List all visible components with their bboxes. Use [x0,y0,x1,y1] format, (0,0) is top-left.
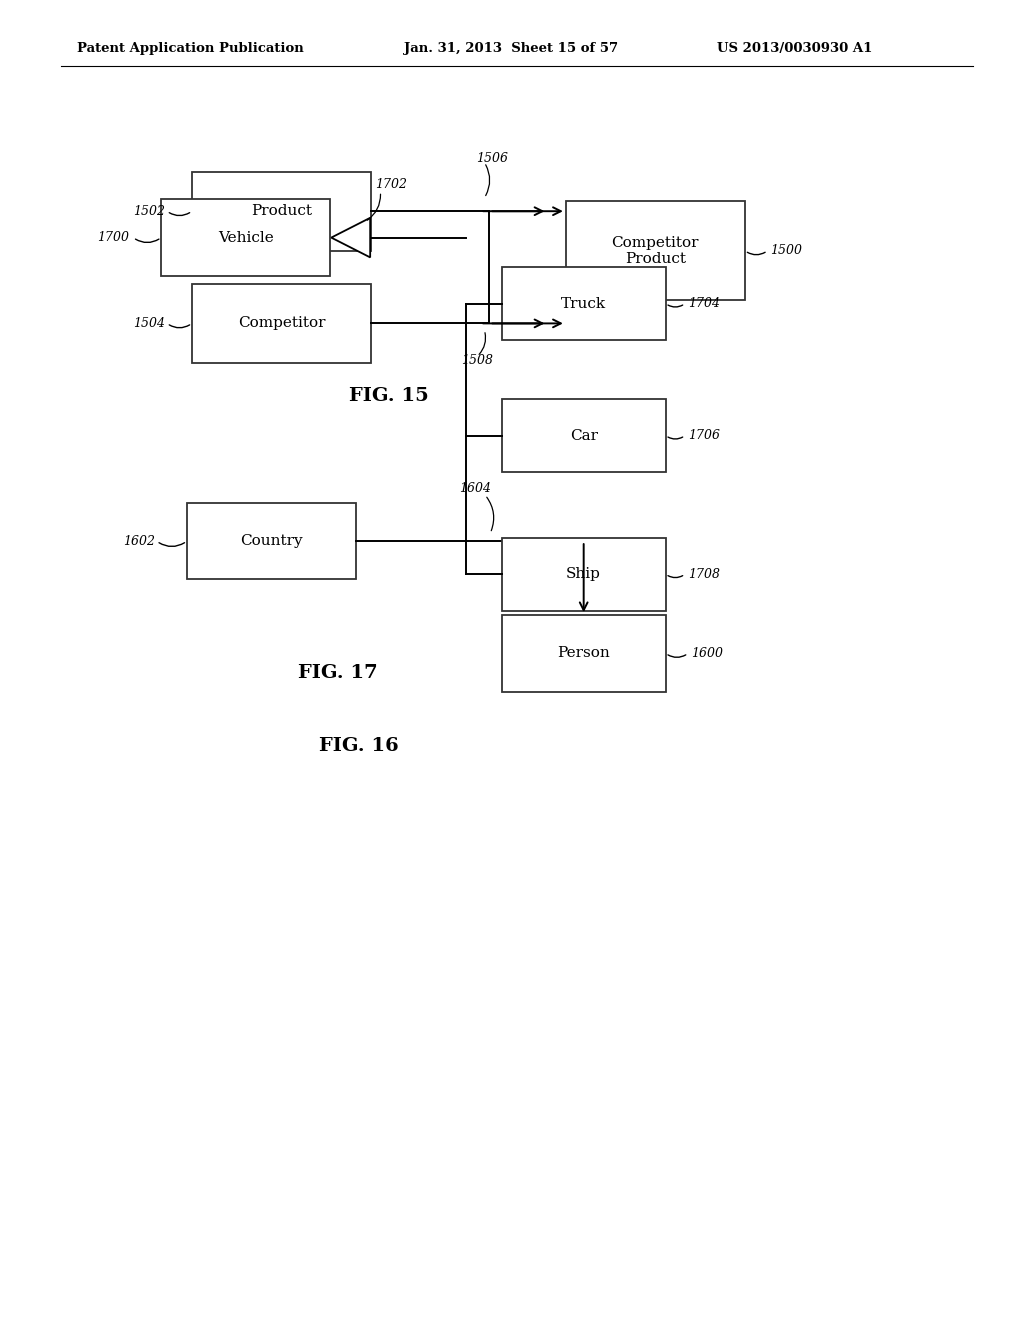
Text: 1704: 1704 [688,297,720,310]
Text: 1500: 1500 [771,244,803,257]
Text: 1708: 1708 [688,568,720,581]
Text: 1600: 1600 [691,647,723,660]
Text: Competitor: Competitor [238,317,326,330]
Text: FIG. 16: FIG. 16 [318,737,398,755]
Text: Patent Application Publication: Patent Application Publication [77,42,303,55]
Text: 1506: 1506 [476,152,508,165]
FancyBboxPatch shape [193,172,372,251]
FancyBboxPatch shape [565,201,745,300]
FancyBboxPatch shape [186,503,356,579]
FancyBboxPatch shape [502,615,666,692]
Text: Ship: Ship [566,568,601,581]
FancyBboxPatch shape [502,539,666,610]
Text: FIG. 17: FIG. 17 [298,664,378,682]
Text: Vehicle: Vehicle [218,231,273,244]
Text: 1706: 1706 [688,429,720,442]
FancyBboxPatch shape [161,199,330,276]
Text: 1602: 1602 [123,535,155,548]
Text: 1504: 1504 [133,317,165,330]
Text: Person: Person [557,647,610,660]
Text: 1700: 1700 [97,231,129,244]
Text: Truck: Truck [561,297,606,310]
Text: Product: Product [251,205,312,218]
FancyBboxPatch shape [502,399,666,471]
Text: US 2013/0030930 A1: US 2013/0030930 A1 [717,42,872,55]
FancyBboxPatch shape [502,267,666,339]
Text: Competitor
Product: Competitor Product [611,236,699,265]
Text: Jan. 31, 2013  Sheet 15 of 57: Jan. 31, 2013 Sheet 15 of 57 [404,42,618,55]
FancyBboxPatch shape [193,284,372,363]
Polygon shape [332,218,371,257]
Text: 1508: 1508 [461,354,493,367]
Text: Car: Car [569,429,598,442]
Text: 1604: 1604 [460,482,492,495]
Text: 1502: 1502 [133,205,165,218]
Text: FIG. 15: FIG. 15 [349,387,429,405]
Text: 1702: 1702 [375,178,408,191]
Text: Country: Country [240,535,303,548]
